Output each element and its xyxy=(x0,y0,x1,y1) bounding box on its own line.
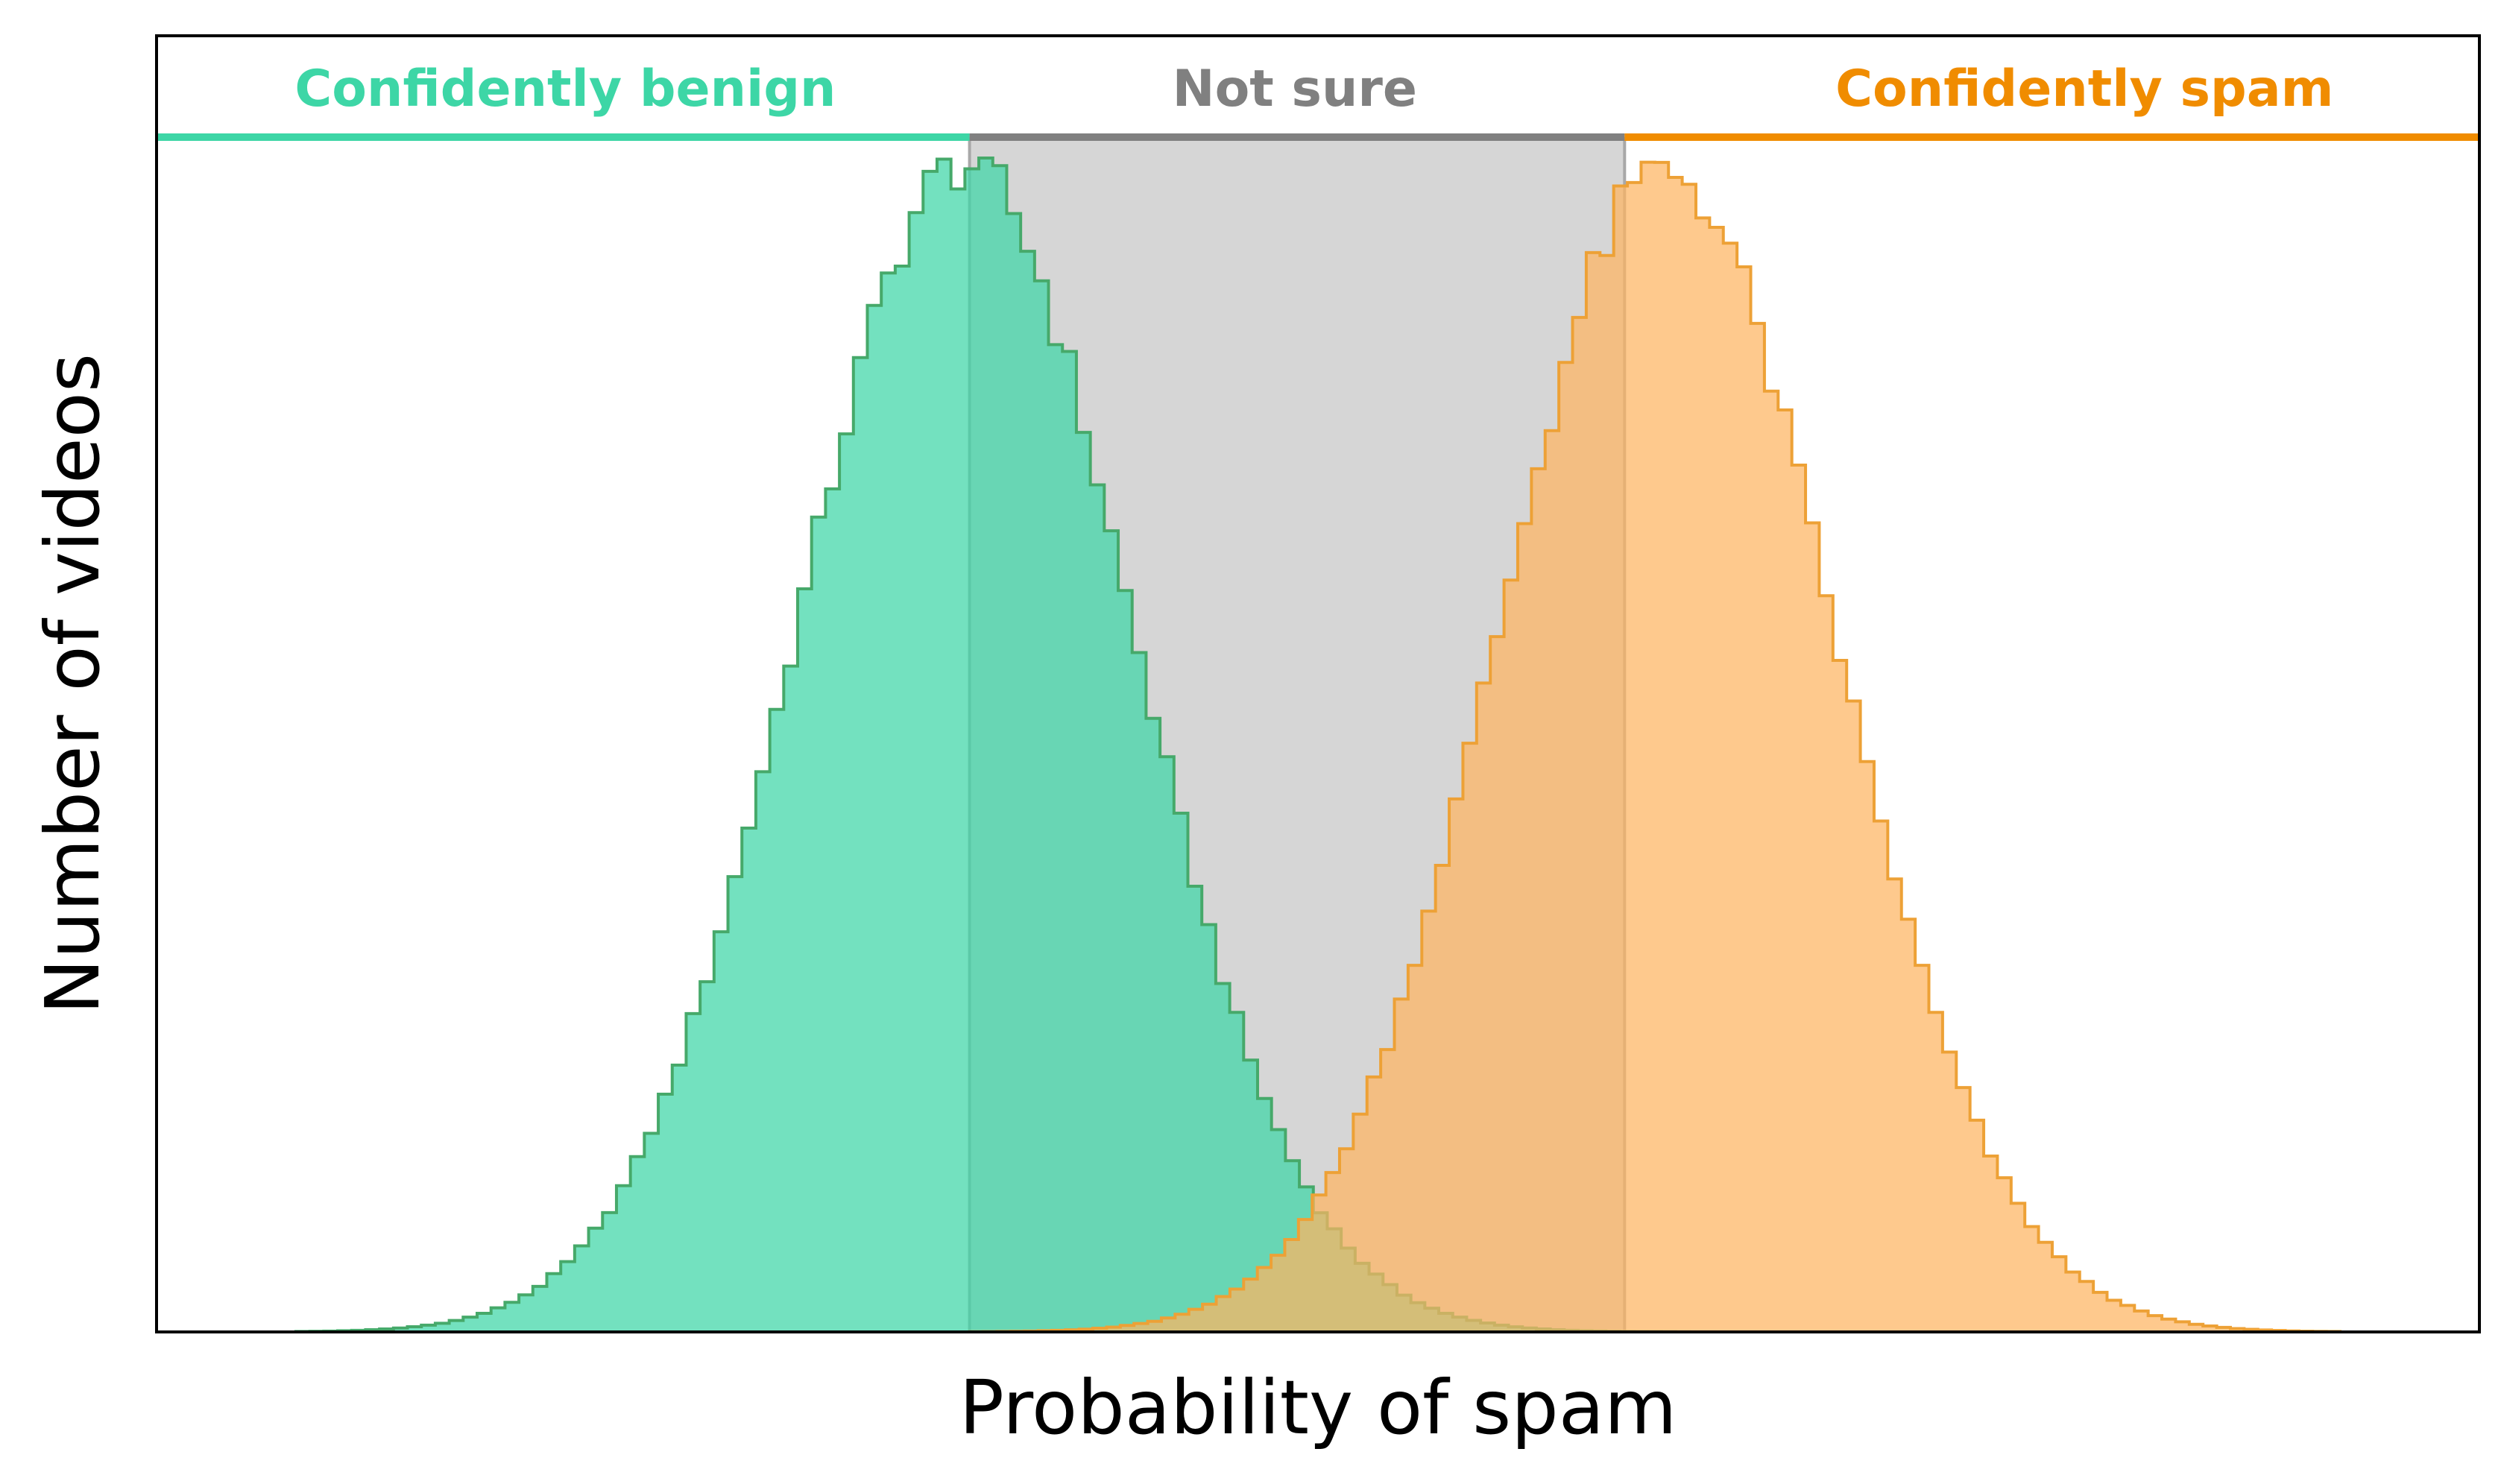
y-axis-label: Number of videos xyxy=(29,353,116,1014)
x-axis-label: Probability of spam xyxy=(959,1364,1677,1451)
region-label-2: Not sure xyxy=(1173,60,1417,119)
region-labels: Confidently benign Not sure Confidently sp… xyxy=(294,60,2333,119)
histogram-series xyxy=(294,157,2342,1333)
region-label-1: Confidently benign xyxy=(294,60,836,119)
plot-frame xyxy=(155,34,2481,1333)
spam-histogram xyxy=(968,160,2342,1333)
region-label-3: Confidently spam xyxy=(1835,60,2333,119)
